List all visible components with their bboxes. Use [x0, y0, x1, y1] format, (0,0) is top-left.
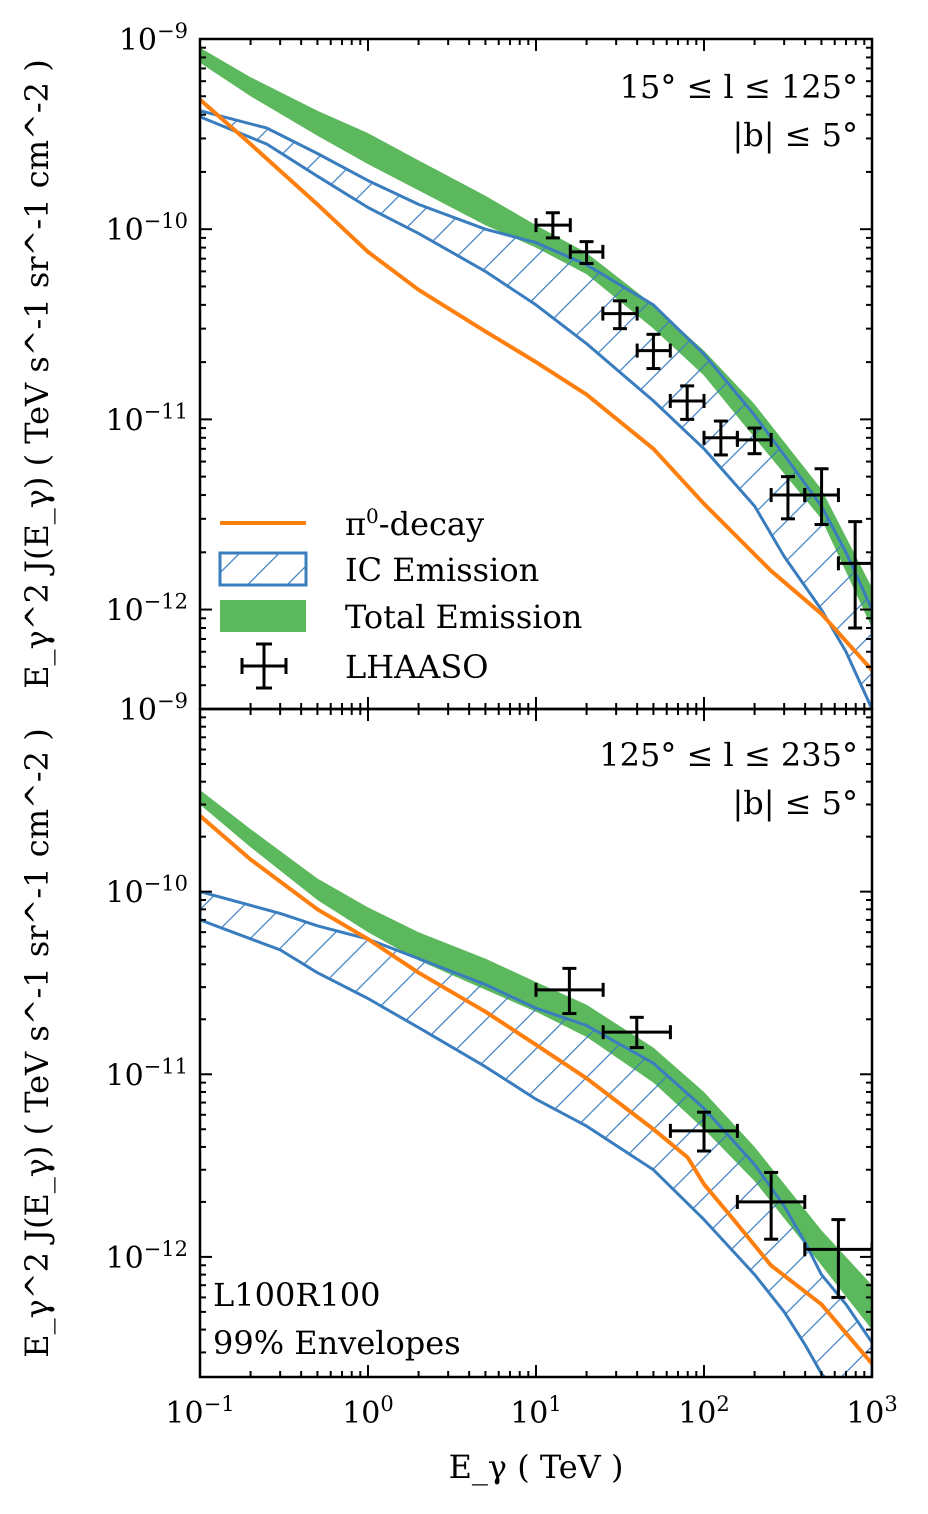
lhaaso-point	[635, 332, 672, 371]
y-tick-label: 10−11	[105, 1054, 188, 1093]
x-tick-label: 100	[342, 1392, 394, 1431]
y-tick-label: 10−10	[105, 209, 188, 248]
y-tick-label: 10−9	[119, 19, 188, 58]
total-emission-band	[200, 790, 872, 1330]
lhaaso-point	[735, 1170, 807, 1241]
plot-frame	[198, 707, 874, 1379]
lhaaso-points	[534, 966, 872, 1299]
legend-total-label: Total Emission	[345, 598, 582, 636]
y-tick-label: 10−11	[105, 399, 188, 438]
lhaaso-point	[836, 520, 872, 630]
x-tick-labels: 10−1 100 101 102 103	[165, 1392, 897, 1431]
y-axis-label-top: E_γ^2 J(E_γ) ( TeV s^-1 sr^-1 cm^-2 )	[18, 59, 56, 688]
top-annotation-longitude: 15° ≤ l ≤ 125°	[620, 68, 858, 106]
x-tick-label: 101	[510, 1392, 562, 1431]
y-tick-labels: 10−9 10−10 10−11 10−12	[105, 689, 188, 1276]
ic-emission-band-outline	[200, 109, 872, 709]
lhaaso-point	[534, 211, 572, 240]
ic-emission-band-fill	[200, 110, 872, 709]
bottom-panel: 10−9 10−10 10−11 10−12 10−1 100 101 102 103 125…	[18, 689, 898, 1486]
x-tick-label: 10−1	[165, 1392, 234, 1431]
lhaaso-point	[601, 1015, 672, 1050]
y-tick-label: 10−10	[105, 872, 188, 911]
ic-emission-band-outline	[200, 890, 872, 1377]
lhaaso-point	[601, 299, 639, 331]
lhaaso-point	[668, 384, 706, 421]
legend-lhaaso-swatch	[240, 642, 288, 690]
total-emission-band	[200, 47, 872, 628]
legend-ic-swatch	[218, 551, 308, 587]
pion-decay-line	[200, 814, 872, 1365]
lhaaso-point	[534, 966, 605, 1016]
legend-pion-label: π0-decay	[345, 504, 484, 543]
y-tick-label: 10−12	[105, 590, 188, 629]
x-axis-label: E_γ ( TeV )	[449, 1448, 624, 1486]
legend: π0-decay IC Emission Total Emission LHAA…	[218, 504, 582, 690]
lhaaso-point	[803, 1218, 872, 1299]
y-tick-label: 10−9	[119, 689, 188, 728]
x-tick-label: 102	[678, 1392, 730, 1431]
x-tick-label: 103	[846, 1392, 898, 1431]
envelope-label: 99% Envelopes	[213, 1324, 461, 1362]
lhaaso-point	[568, 240, 605, 266]
lhaaso-point	[803, 467, 840, 527]
lhaaso-points	[534, 211, 872, 630]
y-tick-labels: 10−9 10−10 10−11 10−12	[105, 19, 188, 629]
lhaaso-point	[735, 426, 773, 456]
legend-total-swatch	[220, 600, 306, 632]
legend-lhaaso-label: LHAASO	[345, 648, 489, 686]
model-name: L100R100	[213, 1276, 381, 1314]
top-annotation-latitude: |b| ≤ 5°	[732, 116, 858, 154]
ic-emission-band-fill	[200, 891, 872, 1377]
bottom-annotation-longitude: 125° ≤ l ≤ 235°	[599, 736, 858, 774]
y-tick-label: 10−12	[105, 1237, 188, 1276]
legend-ic-label: IC Emission	[345, 551, 539, 589]
lhaaso-point	[702, 419, 739, 457]
bottom-annotation-latitude: |b| ≤ 5°	[732, 784, 858, 822]
pion-decay-line	[200, 98, 872, 672]
y-axis-label-bottom: E_γ^2 J(E_γ) ( TeV s^-1 sr^-1 cm^-2 )	[18, 728, 56, 1357]
lhaaso-point	[668, 1110, 739, 1153]
top-panel: 10−9 10−10 10−11 10−12 15° ≤ l ≤ 125° |b| ≤…	[18, 19, 874, 711]
